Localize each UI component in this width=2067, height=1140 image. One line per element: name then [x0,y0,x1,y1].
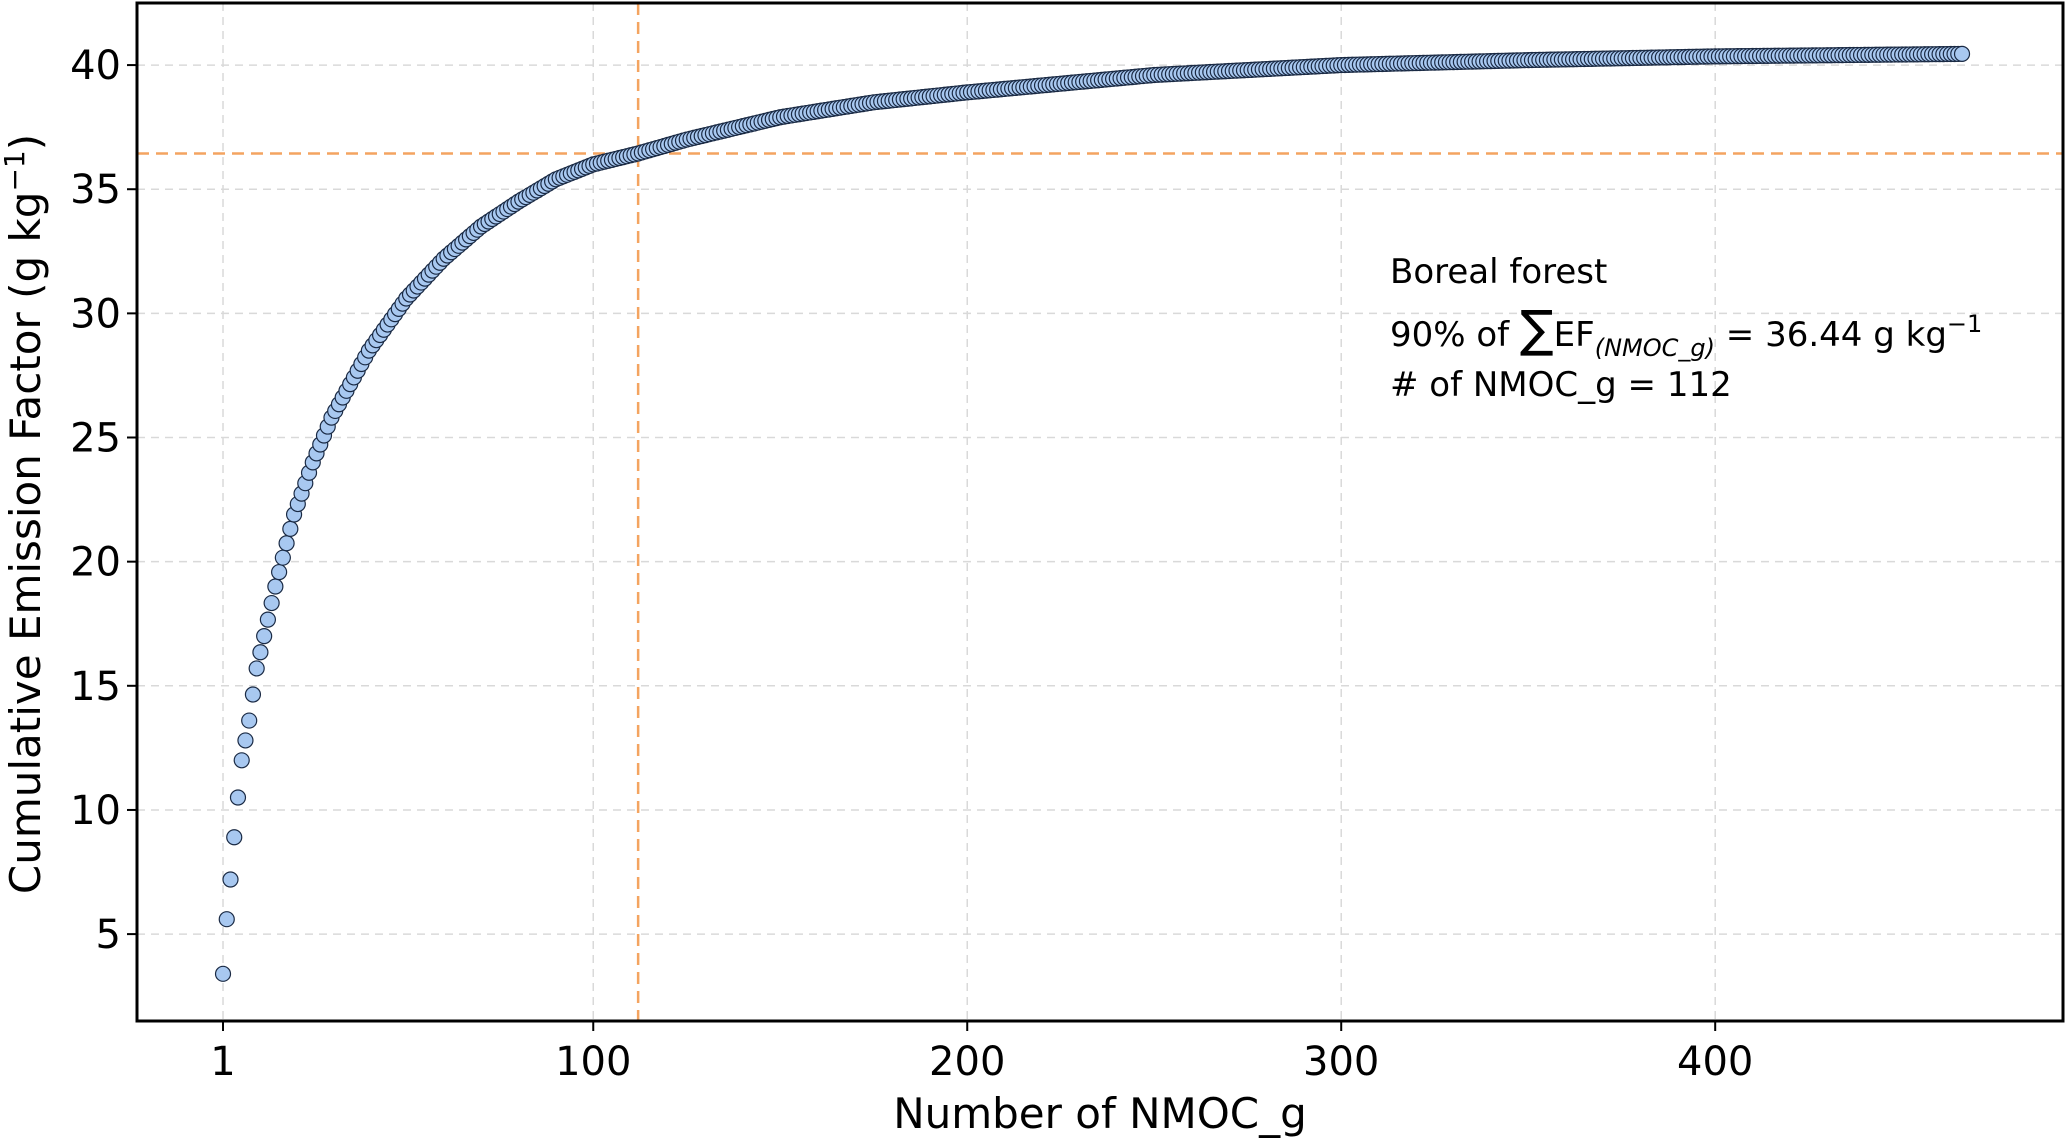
y-tick-label: 20 [70,540,121,586]
data-point [214,965,232,982]
data-point [259,611,276,628]
y-tick-label: 15 [70,664,121,710]
y-tick-label: 10 [70,788,121,834]
y-tick-label: 35 [70,167,121,213]
data-point [278,535,295,552]
reference-lines [137,3,2063,1021]
x-tick-label: 1 [210,1039,235,1085]
plot-frame [135,1,2065,1023]
annotation-line-1: Boreal forest [1390,252,1607,292]
y-axis-title-sup: −1 [0,150,31,191]
data-point [233,752,250,769]
data-point [263,594,280,612]
annotation-ef: EF [1554,315,1595,355]
annotation-box: Boreal forest 90% of ∑EF(NMOC_g) = 36.44… [1390,252,1982,405]
x-tick-label: 300 [1303,1039,1379,1085]
annotation-line-2: 90% of ∑EF(NMOC_g) = 36.44 g kg−1 [1390,300,1982,362]
y-axis-title-close: ) [1,134,50,150]
data-point [1953,45,1971,63]
data-point [244,686,262,703]
y-tick-label: 25 [70,416,121,462]
x-tick-label: 400 [1677,1039,1753,1085]
data-points [214,45,1971,982]
y-tick-label: 5 [96,912,121,958]
x-tick-label: 200 [929,1039,1005,1085]
x-tick-label: 100 [555,1039,631,1085]
data-point [256,628,273,645]
annotation-sum-symbol: ∑ [1520,300,1554,358]
annotation-value: = 36.44 g kg [1715,315,1947,355]
data-point [267,578,284,595]
data-point [274,549,291,566]
annotation-superscript: −1 [1947,310,1982,338]
data-point [226,829,243,846]
y-axis-title: Cumulative Emission Factor (g kg−1) [0,134,50,894]
annotation-prefix: 90% of [1390,315,1520,355]
y-ticks: 5 10 15 20 25 30 35 40 [70,43,137,958]
data-point [282,520,299,537]
y-tick-label: 30 [70,291,121,337]
annotation-subscript: (NMOC_g) [1595,334,1715,362]
data-point [271,563,288,581]
data-point [252,644,269,661]
data-point [218,911,235,928]
x-ticks: 1 100 200 300 400 [210,1021,1753,1085]
data-point [229,789,247,806]
annotation-line-3: # of NMOC_g = 112 [1390,365,1732,405]
y-tick-label: 40 [70,43,121,89]
data-point [248,660,265,677]
y-axis-title-main: Cumulative Emission Factor (g kg [1,192,50,895]
x-axis-title: Number of NMOC_g [893,1089,1307,1138]
data-point [237,732,254,749]
data-point [241,712,258,729]
data-point [222,871,239,888]
